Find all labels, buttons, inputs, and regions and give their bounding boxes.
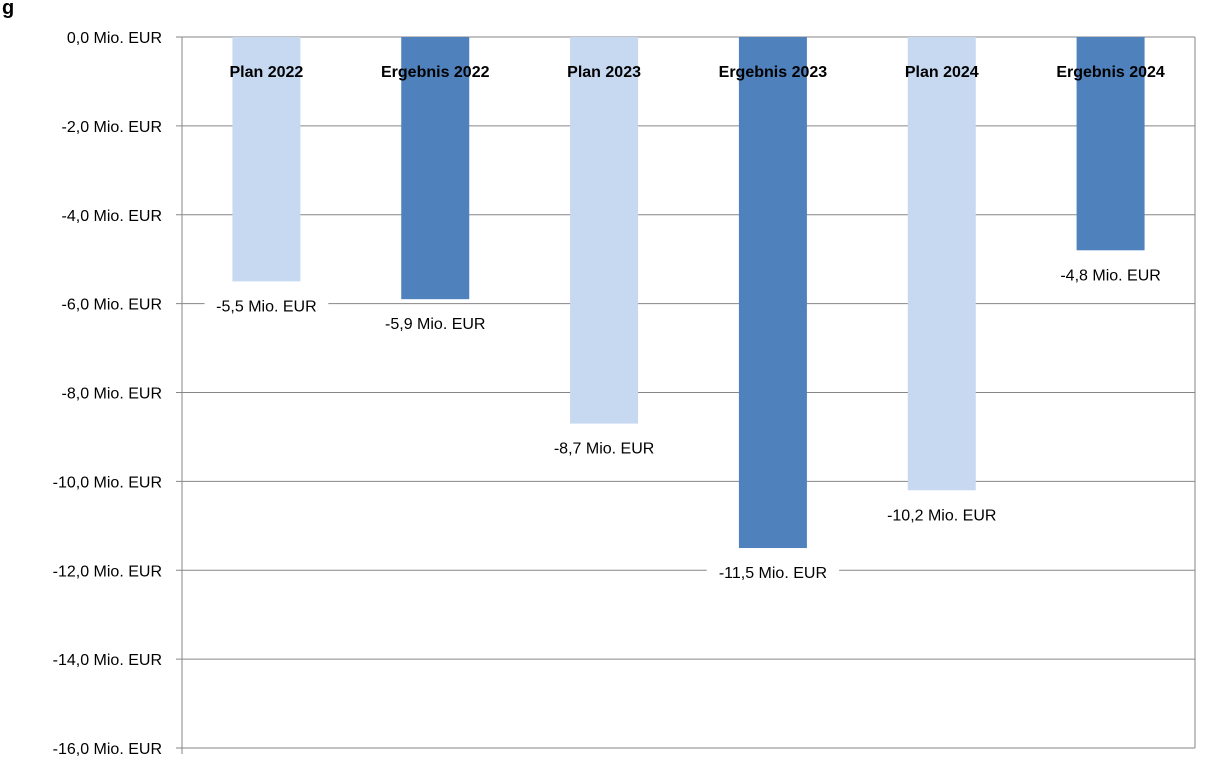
bar-ergebnis-2023: [738, 37, 807, 549]
bar-plan-2024: [907, 37, 976, 491]
category-label: Ergebnis 2022: [381, 64, 490, 81]
y-tick-label: -4,0 Mio. EUR: [62, 208, 162, 225]
bar-plan-2023: [570, 37, 639, 424]
data-label: -4,8 Mio. EUR: [1060, 267, 1160, 284]
data-label-background: [875, 503, 1008, 526]
data-label: -8,7 Mio. EUR: [554, 441, 654, 458]
category-label: Ergebnis 2023: [719, 64, 828, 81]
data-label-background: [542, 436, 666, 459]
y-tick-label: 0,0 Mio. EUR: [67, 30, 162, 47]
y-tick-label: -2,0 Mio. EUR: [62, 119, 162, 136]
data-label: -5,9 Mio. EUR: [385, 316, 485, 333]
chart-title: g: [2, 0, 14, 19]
data-label-background: [1048, 263, 1173, 286]
y-tick-label: -14,0 Mio. EUR: [53, 652, 162, 669]
data-label: -11,5 Mio. EUR: [719, 565, 827, 582]
data-label-background: [706, 561, 840, 584]
bar-ergebnis-2022: [401, 37, 470, 300]
category-label: Plan 2022: [230, 64, 304, 81]
data-label: -10,2 Mio. EUR: [887, 507, 996, 524]
y-tick-label: -8,0 Mio. EUR: [62, 386, 162, 403]
data-label-background: [373, 312, 498, 335]
data-label-background: [204, 294, 329, 317]
category-label: Plan 2023: [567, 64, 641, 81]
category-label: Plan 2024: [905, 64, 979, 81]
data-label: -5,5 Mio. EUR: [216, 298, 316, 315]
bar-ergebnis-2024: [1076, 37, 1145, 251]
y-tick-label: -12,0 Mio. EUR: [53, 563, 162, 580]
y-tick-label: -16,0 Mio. EUR: [53, 741, 162, 758]
bar-plan-2022: [232, 37, 301, 282]
category-label: Ergebnis 2024: [1056, 64, 1165, 81]
y-tick-label: -10,0 Mio. EUR: [53, 474, 162, 491]
y-tick-label: -6,0 Mio. EUR: [62, 297, 162, 314]
